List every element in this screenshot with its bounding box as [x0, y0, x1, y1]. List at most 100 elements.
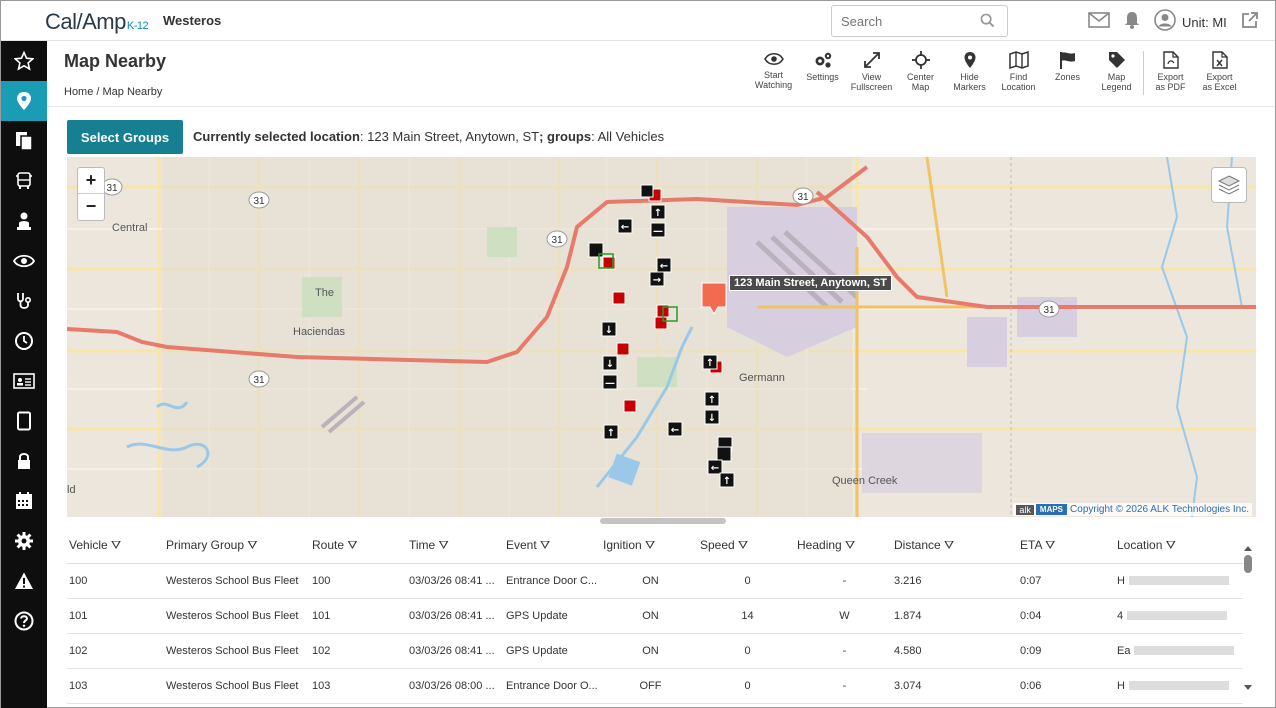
- alk-logo: alk: [1016, 504, 1034, 515]
- map-canvas[interactable]: 31 31 31 31 31 31: [67, 157, 1256, 517]
- vehicle-table: Vehicle ⛛ Primary Group ⛛ Route ⛛ Time ⛛…: [67, 529, 1243, 707]
- gears-icon: [815, 52, 831, 68]
- filter-icon[interactable]: ⛛: [540, 538, 551, 553]
- filter-icon[interactable]: ⛛: [111, 538, 122, 553]
- sidebar-item-vehicles[interactable]: [1, 161, 47, 201]
- table-scrollbar[interactable]: [1241, 543, 1255, 693]
- column-header-eta[interactable]: ETA ⛛: [1018, 529, 1115, 564]
- filter-icon[interactable]: ⛛: [347, 538, 358, 553]
- sidebar-item-calendar[interactable]: [1, 481, 47, 521]
- sidebar-item-history[interactable]: [1, 321, 47, 361]
- cell-speed: 0: [698, 633, 795, 669]
- svg-text:←: ←: [711, 463, 719, 474]
- sidebar-item-health[interactable]: [1, 281, 47, 321]
- svg-text:→: →: [653, 275, 661, 286]
- sidebar-item-security[interactable]: [1, 441, 47, 481]
- cell-ignition: OFF: [601, 668, 698, 704]
- table-row[interactable]: 101 Westeros School Bus Fleet 101 03/03/…: [67, 598, 1243, 634]
- unit-label[interactable]: Unit: MI: [1182, 15, 1227, 30]
- pdf-file-icon: [1162, 51, 1179, 69]
- scroll-thumb[interactable]: [1244, 555, 1252, 573]
- redacted-location: [1134, 646, 1235, 656]
- column-header-heading[interactable]: Heading ⛛: [795, 529, 892, 564]
- cell-route: 103: [310, 668, 407, 704]
- svg-text:31: 31: [106, 183, 118, 194]
- map-label-haciendas: Haciendas: [293, 326, 345, 338]
- filter-icon[interactable]: ⛛: [645, 538, 656, 553]
- external-link-icon[interactable]: [1241, 11, 1259, 34]
- search-box[interactable]: [831, 5, 1008, 37]
- zoom-in-button[interactable]: +: [78, 168, 104, 194]
- map-view[interactable]: 31 31 31 31 31 31: [67, 157, 1256, 517]
- sidebar-item-help[interactable]: [1, 601, 47, 641]
- bell-icon[interactable]: [1122, 10, 1142, 35]
- scroll-down-arrow[interactable]: [1244, 685, 1252, 690]
- export-excel-button[interactable]: Export as Excel: [1195, 51, 1244, 95]
- sidebar-item-cards[interactable]: [1, 361, 47, 401]
- map-label-central: Central: [112, 222, 148, 234]
- table-row[interactable]: 102 Westeros School Bus Fleet 102 03/03/…: [67, 633, 1243, 669]
- filter-icon[interactable]: ⛛: [1045, 538, 1056, 553]
- maps-badge: MAPS: [1035, 504, 1068, 515]
- logo[interactable]: Cal/AmpK-12: [45, 9, 149, 34]
- find-location-button[interactable]: Find Location: [994, 51, 1043, 95]
- column-header-location[interactable]: Location ⛛: [1115, 529, 1243, 564]
- sidebar-item-favorites[interactable]: [1, 41, 47, 81]
- user-icon[interactable]: [1154, 9, 1176, 36]
- column-header-speed[interactable]: Speed ⛛: [698, 529, 795, 564]
- start-watching-button[interactable]: Start Watching: [749, 51, 798, 95]
- filter-icon[interactable]: ⛛: [1165, 538, 1176, 553]
- column-header-ignition[interactable]: Ignition ⛛: [601, 529, 698, 564]
- column-header-primary-group[interactable]: Primary Group ⛛: [164, 529, 310, 564]
- map-legend-button[interactable]: Map Legend: [1092, 51, 1141, 95]
- mail-icon[interactable]: [1088, 11, 1110, 34]
- filter-icon[interactable]: ⛛: [845, 538, 856, 553]
- column-header-distance[interactable]: Distance ⛛: [892, 529, 1018, 564]
- column-header-vehicle[interactable]: Vehicle ⛛: [67, 529, 164, 564]
- copyright-text[interactable]: Copyright © 2026 ALK Technologies Inc.: [1070, 504, 1249, 515]
- crosshair-icon: [911, 51, 930, 69]
- filter-icon[interactable]: ⛛: [944, 538, 955, 553]
- filter-icon[interactable]: ⛛: [438, 538, 449, 553]
- select-groups-button[interactable]: Select Groups: [67, 120, 183, 154]
- gear-icon: [15, 532, 33, 550]
- breadcrumb[interactable]: Home / Map Nearby: [64, 86, 163, 98]
- svg-text:31: 31: [797, 192, 809, 203]
- cell-route: 100: [310, 563, 407, 599]
- table-row[interactable]: 100 Westeros School Bus Fleet 100 03/03/…: [67, 563, 1243, 599]
- center-map-button[interactable]: Center Map: [896, 51, 945, 95]
- cell-eta: 0:07: [1018, 563, 1115, 599]
- search-input[interactable]: [832, 6, 972, 36]
- export-pdf-button[interactable]: Export as PDF: [1146, 51, 1195, 95]
- column-header-route[interactable]: Route ⛛: [310, 529, 407, 564]
- scroll-up-arrow[interactable]: [1244, 546, 1252, 551]
- filter-icon[interactable]: ⛛: [247, 538, 258, 553]
- map-label-queen-creek: Queen Creek: [832, 475, 898, 487]
- layers-button[interactable]: [1211, 167, 1247, 203]
- filter-icon[interactable]: ⛛: [738, 538, 749, 553]
- redacted-location: [1127, 611, 1228, 621]
- cell-heading: -: [795, 668, 892, 704]
- zoom-out-button[interactable]: −: [85, 196, 97, 216]
- map-resize-handle[interactable]: [600, 518, 726, 524]
- sidebar-item-map[interactable]: [1, 81, 47, 121]
- table-header-row: Vehicle ⛛ Primary Group ⛛ Route ⛛ Time ⛛…: [67, 529, 1243, 564]
- map-label-ld: ld: [67, 484, 76, 496]
- column-header-event[interactable]: Event ⛛: [504, 529, 601, 564]
- sidebar-item-students[interactable]: [1, 201, 47, 241]
- hide-markers-button[interactable]: Hide Markers: [945, 51, 994, 95]
- column-header-time[interactable]: Time ⛛: [407, 529, 504, 564]
- layers-icon: [1217, 175, 1241, 195]
- view-fullscreen-button[interactable]: View Fullscreen: [847, 51, 896, 95]
- sidebar: [1, 41, 47, 708]
- search-icon[interactable]: [980, 13, 995, 33]
- sidebar-item-reports[interactable]: [1, 121, 47, 161]
- sidebar-item-devices[interactable]: [1, 401, 47, 441]
- sidebar-item-settings[interactable]: [1, 521, 47, 561]
- sidebar-item-watch[interactable]: [1, 241, 47, 281]
- table-row[interactable]: 103 Westeros School Bus Fleet 103 03/03/…: [67, 668, 1243, 704]
- sidebar-item-alerts[interactable]: [1, 561, 47, 601]
- selected-address-tag: 123 Main Street, Anytown, ST: [729, 275, 893, 291]
- settings-button[interactable]: Settings: [798, 51, 847, 95]
- zones-button[interactable]: Zones: [1043, 51, 1092, 95]
